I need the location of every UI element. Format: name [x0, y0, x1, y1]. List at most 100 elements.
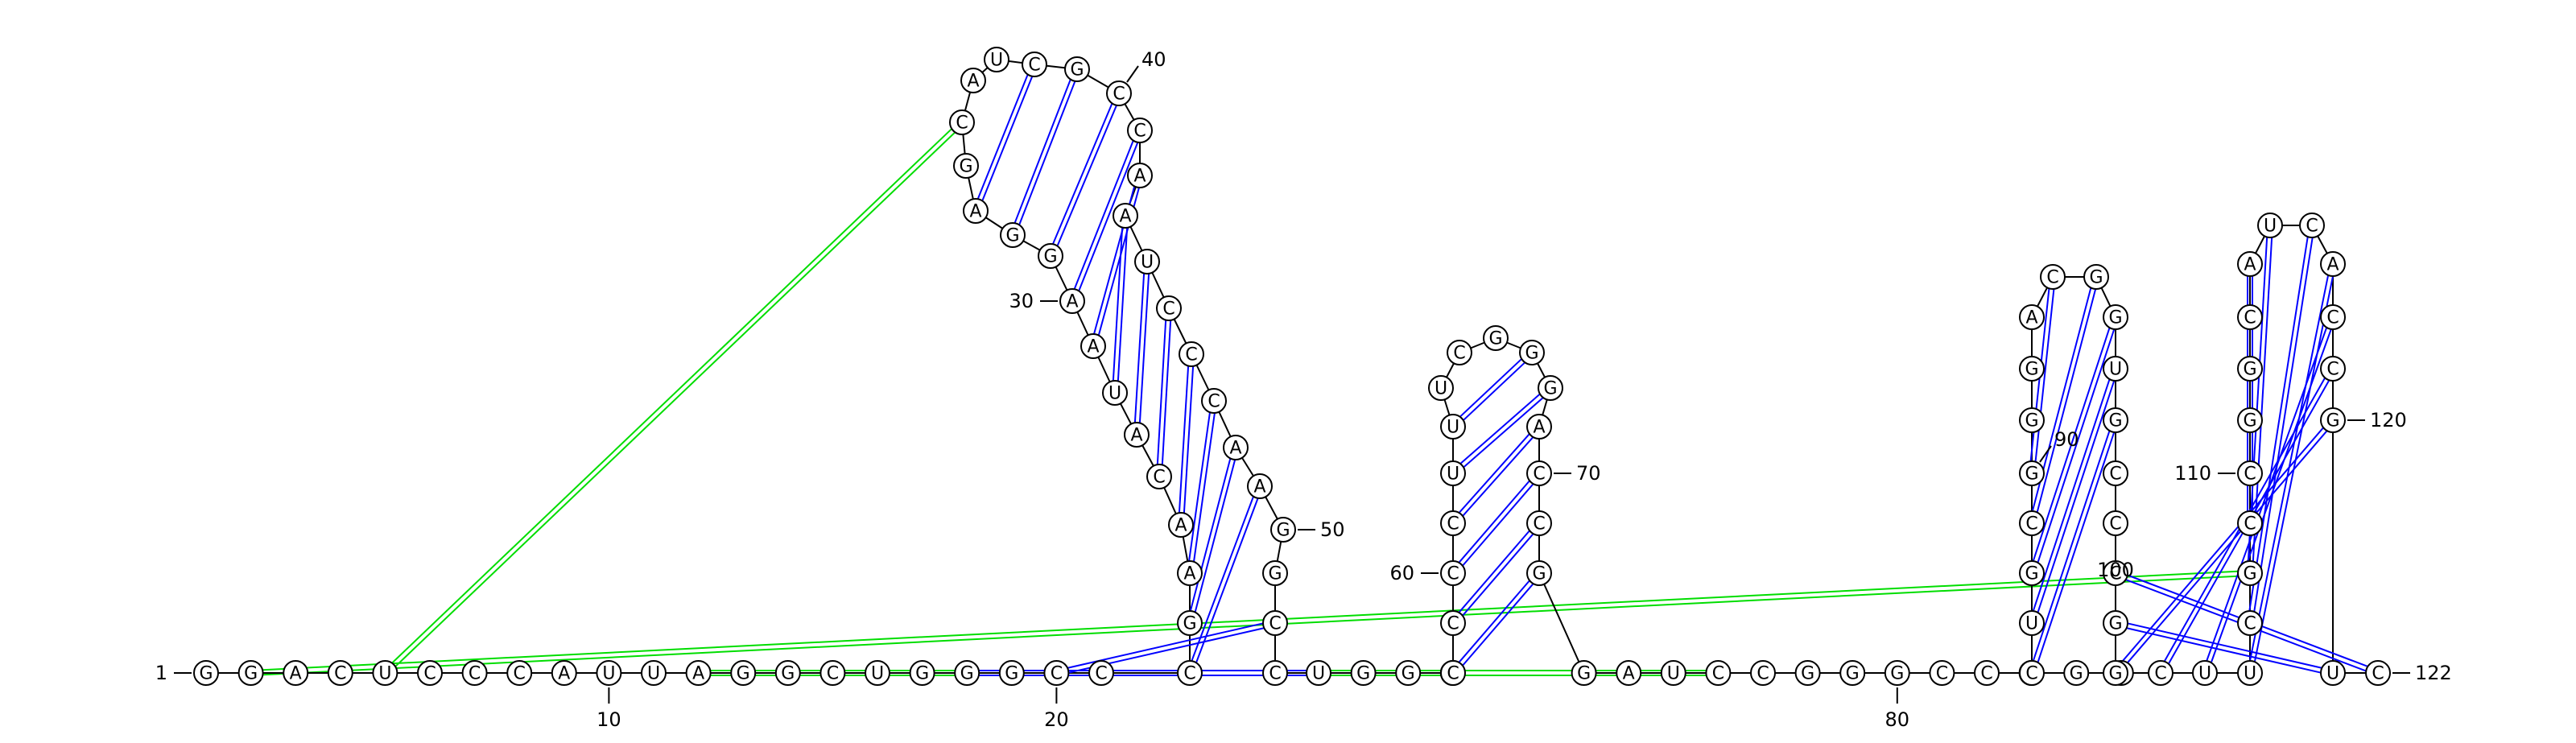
- nucleotide-circle: [1440, 610, 1466, 636]
- nucleotide-68: G: [1538, 375, 1563, 401]
- base-pair-line: [1117, 228, 1129, 382]
- nucleotide-letter: U: [871, 664, 884, 684]
- nucleotide-circle: [1124, 422, 1150, 448]
- nucleotide-letter: G: [1532, 564, 1546, 584]
- nucleotide-letter: A: [969, 202, 981, 222]
- nucleotide-9: A: [551, 660, 577, 686]
- nucleotide-77: C: [1750, 660, 1776, 686]
- nucleotide-25: A: [1168, 512, 1194, 538]
- nucleotide-letter: C: [334, 664, 346, 684]
- nucleotide-circle: [1616, 660, 1642, 686]
- nucleotide-circle: [1440, 510, 1466, 536]
- nucleotide-letter: C: [2244, 464, 2256, 485]
- base-pair-line: [1078, 142, 1139, 291]
- nucleotide-90: G: [2019, 460, 2045, 486]
- nucleotide-20: C: [1043, 660, 1070, 686]
- tertiary-interaction-line: [394, 131, 956, 667]
- nucleotide-letter: C: [469, 664, 481, 684]
- nucleotide-93: A: [2019, 304, 2045, 330]
- base-pair-line: [1462, 483, 1534, 567]
- nucleotide-circle: [1705, 660, 1732, 686]
- nucleotide-86: C: [2019, 660, 2045, 686]
- nucleotide-letter: C: [1453, 344, 1465, 364]
- nucleotide-letter: C: [2244, 614, 2256, 634]
- nucleotide-letter: G: [1543, 379, 1557, 399]
- nucleotide-14: G: [774, 660, 801, 686]
- nucleotide-46: C: [1179, 341, 1204, 367]
- nucleotide-letter: U: [1141, 253, 1154, 273]
- nucleotide-82: C: [1974, 660, 2000, 686]
- nucleotide-letter: G: [1890, 664, 1904, 684]
- tertiary-interaction-line: [262, 570, 2238, 671]
- nucleotide-48: A: [1223, 435, 1249, 460]
- nucleotide-letter: G: [2108, 411, 2122, 431]
- nucleotide-letter: G: [1846, 664, 1860, 684]
- base-pair-line: [2036, 289, 2097, 513]
- nucleotide-circle: [506, 660, 533, 686]
- nucleotide-letter: C: [1153, 468, 1165, 488]
- nucleotide-circle: [1440, 460, 1466, 486]
- nucleotide-circle: [2103, 510, 2128, 536]
- nucleotide-circle: [1127, 118, 1153, 143]
- nucleotide-circle: [1022, 52, 1047, 77]
- nucleotide-letter: C: [2326, 308, 2339, 328]
- nucleotide-81: C: [1929, 660, 1955, 686]
- nucleotide-letter: C: [1447, 614, 1459, 634]
- nucleotide-circle: [1660, 660, 1686, 686]
- nucleotide-letter: C: [423, 664, 436, 684]
- nucleotide-121: U: [2320, 660, 2346, 686]
- nucleotide-circle: [1395, 660, 1422, 686]
- nucleotide-circle: [1127, 163, 1153, 188]
- base-pair-line: [2032, 328, 2111, 562]
- nucleotide-122: C: [2365, 660, 2391, 686]
- nucleotide-circle: [1428, 375, 1454, 401]
- nucleotide-letter: G: [2025, 411, 2038, 431]
- nucleotide-circle: [2320, 304, 2346, 330]
- base-pair-line: [1156, 320, 1167, 464]
- nucleotide-55: G: [1350, 660, 1377, 686]
- nucleotide-circle: [1064, 56, 1090, 82]
- nucleotide-circle: [2320, 251, 2346, 277]
- nucleotide-circle: [960, 68, 986, 93]
- nucleotide-letter: A: [290, 664, 302, 684]
- nucleotide-circle: [1440, 414, 1466, 440]
- nucleotide-18: G: [954, 660, 980, 686]
- nucleotide-circle: [963, 198, 989, 224]
- nucleotide-28: U: [1102, 380, 1128, 406]
- nucleotide-111: G: [2237, 407, 2263, 433]
- nucleotide-120: G: [2320, 407, 2346, 433]
- nucleotide-letter: A: [1087, 337, 1099, 357]
- nucleotide-circle: [2237, 251, 2263, 277]
- nucleotide-circle: [1483, 325, 1509, 351]
- base-pair-line: [2126, 627, 2321, 674]
- position-label-50: 50: [1320, 518, 1345, 541]
- nucleotide-115: U: [2257, 213, 2283, 238]
- nucleotide-letter: U: [2109, 360, 2122, 380]
- nucleotide-circle: [2365, 660, 2391, 686]
- nucleotide-118: C: [2320, 304, 2346, 330]
- nucleotide-letter: U: [378, 664, 391, 684]
- nucleotide-circle: [2237, 560, 2263, 586]
- nucleotide-74: A: [1616, 660, 1642, 686]
- nucleotide-19: G: [998, 660, 1025, 686]
- nucleotide-letter: C: [2326, 360, 2339, 380]
- nucleotide-circle: [685, 660, 712, 686]
- nucleotide-letter: G: [960, 664, 974, 684]
- nucleotide-letter: G: [1577, 664, 1591, 684]
- base-pair-line: [1462, 533, 1534, 617]
- nucleotide-circle: [1571, 660, 1597, 686]
- nucleotide-8: C: [506, 660, 533, 686]
- nucleotide-119: C: [2320, 356, 2346, 382]
- nucleotide-5: U: [372, 660, 398, 686]
- base-pair-line: [1462, 583, 1534, 667]
- nucleotide-circle: [2103, 660, 2128, 686]
- tertiary-interaction-layer: [262, 128, 2239, 676]
- nucleotide-circle: [1088, 660, 1114, 686]
- base-pair-line: [1463, 397, 1544, 469]
- nucleotide-circle: [1000, 222, 1026, 248]
- base-pair-line: [1189, 458, 1232, 611]
- nucleotide-letter: C: [2025, 664, 2037, 684]
- nucleotide-80: G: [1884, 660, 1910, 686]
- nucleotide-circle: [1177, 560, 1203, 586]
- base-pair-line: [1458, 480, 1530, 563]
